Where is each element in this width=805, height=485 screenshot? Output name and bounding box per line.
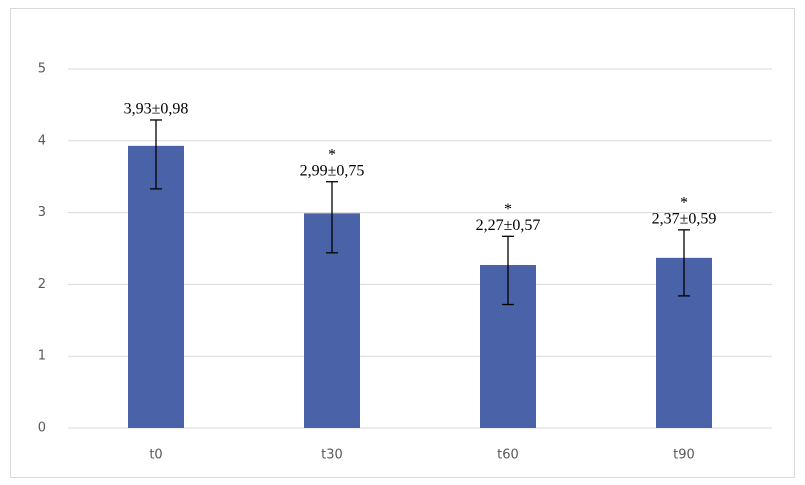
value-label: 2,99±0,75 bbox=[300, 162, 365, 179]
value-label: 2,27±0,57 bbox=[476, 217, 541, 234]
x-tick-label: t30 bbox=[321, 448, 343, 463]
y-tick-label: 3 bbox=[38, 205, 46, 220]
x-tick-label: t90 bbox=[673, 448, 695, 463]
x-tick-label: t60 bbox=[497, 448, 519, 463]
annotation: * bbox=[504, 201, 512, 218]
y-tick-label: 2 bbox=[38, 277, 46, 292]
y-tick-label: 5 bbox=[38, 62, 46, 77]
y-tick-label: 1 bbox=[38, 349, 46, 364]
annotation: * bbox=[680, 195, 688, 212]
bar bbox=[128, 145, 184, 429]
annotation: * bbox=[328, 146, 336, 163]
x-tick-label: t0 bbox=[149, 448, 162, 463]
value-label: 2,37±0,59 bbox=[652, 211, 717, 228]
y-tick-label: 0 bbox=[38, 421, 46, 436]
value-label: 3,93±0,98 bbox=[124, 101, 189, 118]
y-tick-label: 4 bbox=[38, 133, 46, 148]
